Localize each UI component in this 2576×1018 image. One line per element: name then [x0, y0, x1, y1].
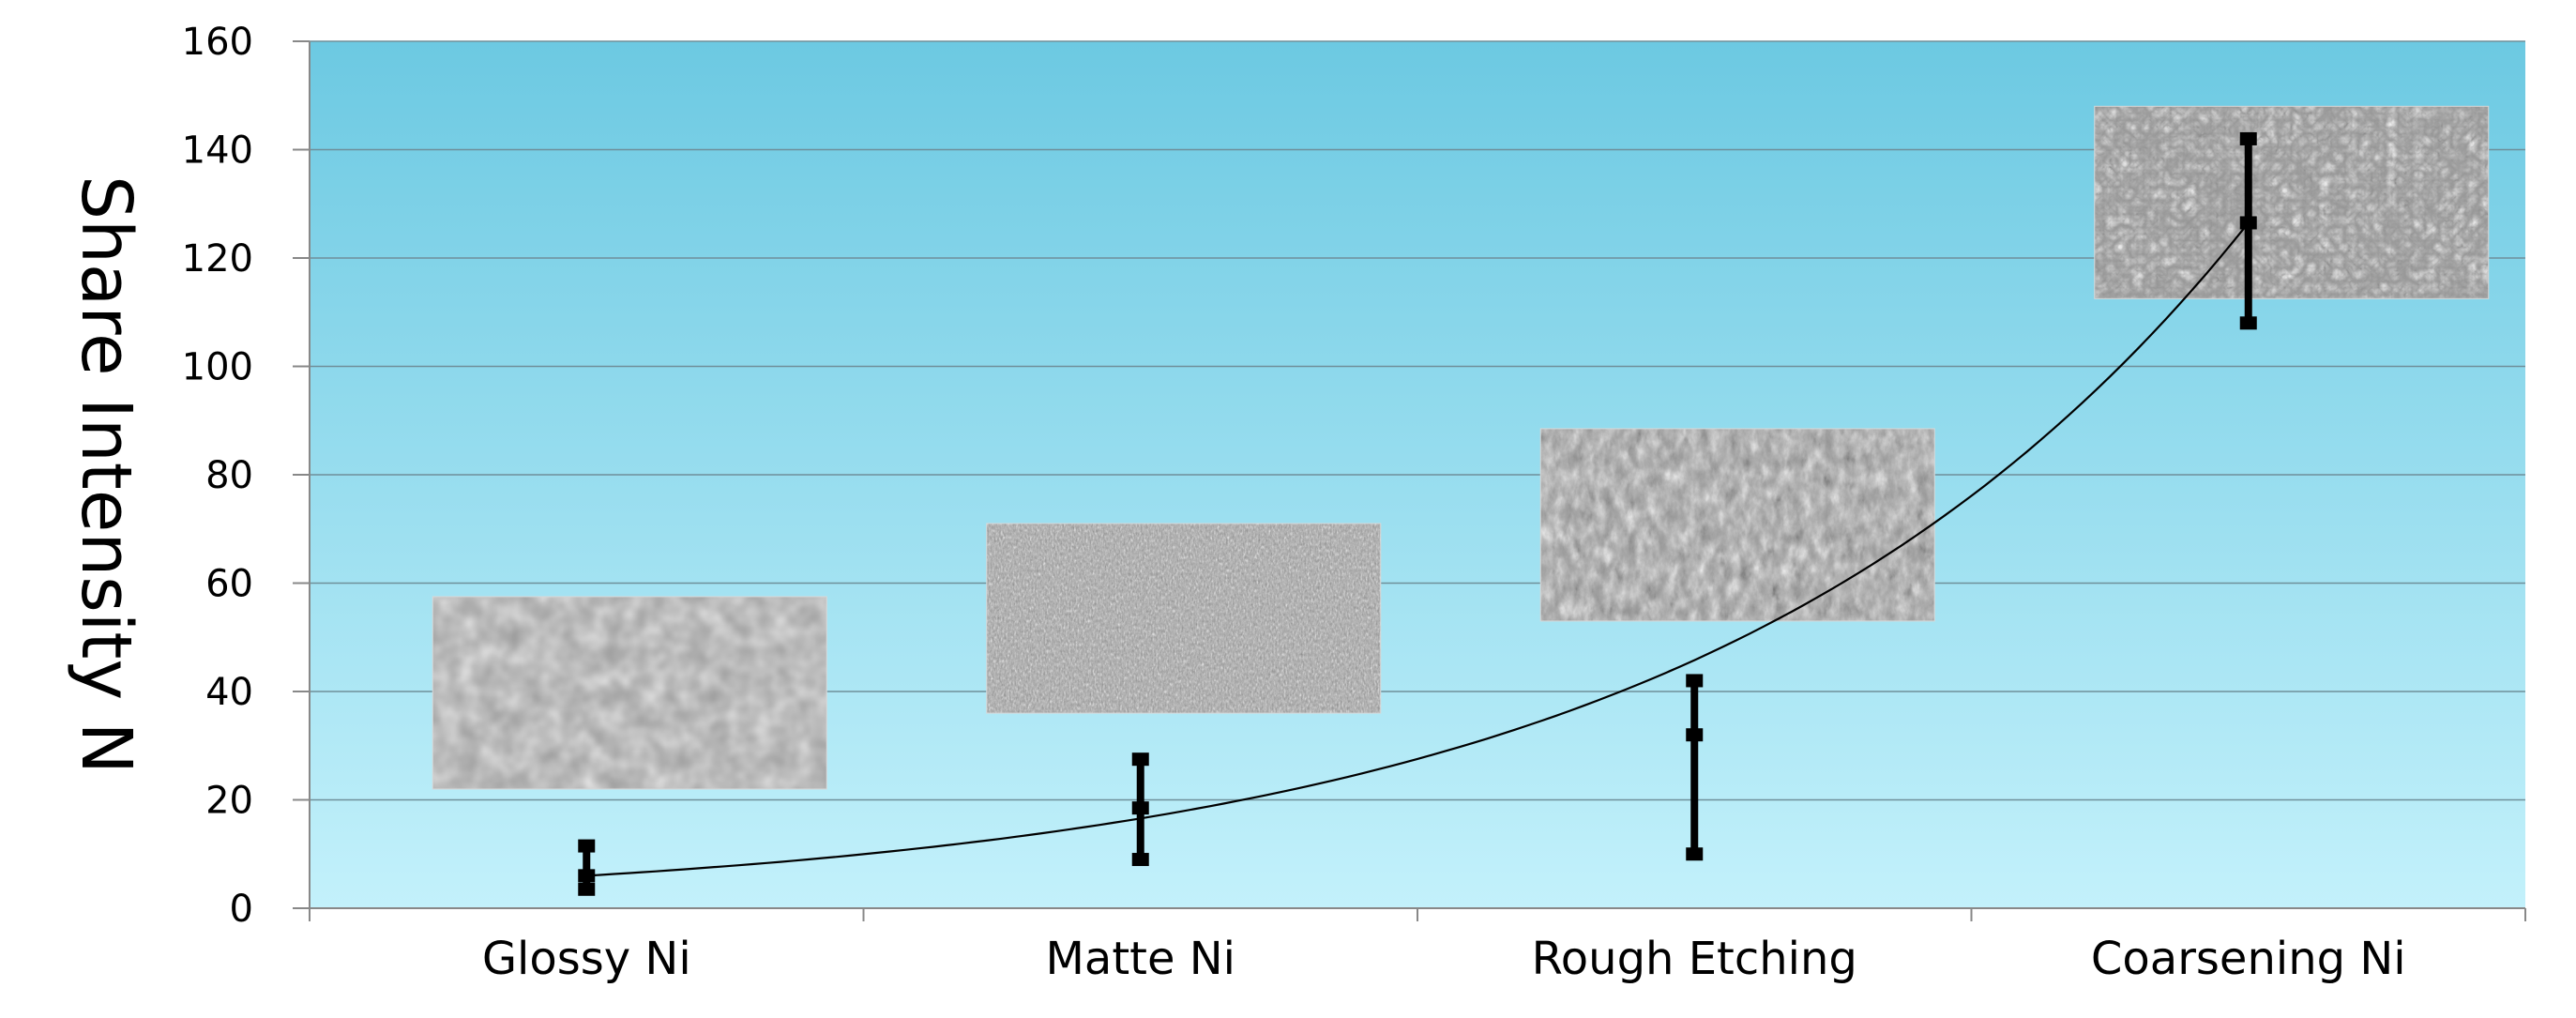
trendline-path: [586, 221, 2250, 877]
x-tick-labels: Glossy Ni Matte Ni Rough Etching Coarsening…: [482, 933, 2406, 985]
error-bar-cap: [2239, 131, 2257, 145]
sem-inset-coarse: [2094, 105, 2490, 299]
error-bar-cap: [2239, 316, 2257, 330]
error-bar-cap: [1131, 853, 1149, 867]
sem-inset-glossy: [432, 596, 827, 790]
error-bar: [2239, 131, 2257, 330]
x-tick-label: Matte Ni: [1046, 933, 1236, 985]
x-tick-label: Coarsening Ni: [2091, 933, 2406, 985]
data-point: [578, 869, 596, 883]
y-tick-label: 120: [182, 237, 253, 281]
data-point: [1131, 801, 1149, 815]
error-bar: [1686, 674, 1704, 861]
y-axis-label: Share Intensity N: [66, 175, 146, 774]
axes: [293, 40, 2526, 921]
error-bar-cap: [1131, 752, 1149, 767]
y-tick-label: 40: [205, 671, 253, 714]
y-tick-label: 160: [182, 21, 253, 64]
y-tick-label: 100: [182, 346, 253, 389]
sem-inset-matte: [986, 523, 1382, 714]
error-bar-cap: [578, 839, 596, 853]
y-tick-labels: 0 20 40 60 80 100 120 140 160: [182, 21, 253, 931]
error-bar: [1131, 752, 1149, 867]
sem-insets: [432, 105, 2490, 790]
error-bar-cap: [1686, 674, 1704, 688]
y-tick-label: 80: [205, 454, 253, 497]
sem-inset-rough: [1539, 428, 1935, 622]
y-tick-label: 20: [205, 780, 253, 823]
x-tick-label: Glossy Ni: [482, 933, 691, 985]
data-point: [1686, 728, 1704, 742]
error-bar-cap: [578, 882, 596, 896]
trendline: [586, 221, 2250, 877]
error-bar-cap: [1686, 847, 1704, 861]
y-tick-label: 60: [205, 563, 253, 606]
data-point: [2239, 216, 2257, 230]
y-tick-label: 0: [230, 888, 253, 931]
error-bar: [578, 839, 596, 896]
y-tick-label: 140: [182, 129, 253, 173]
x-tick-label: Rough Etching: [1532, 933, 1857, 985]
error-bars: [578, 131, 2257, 896]
